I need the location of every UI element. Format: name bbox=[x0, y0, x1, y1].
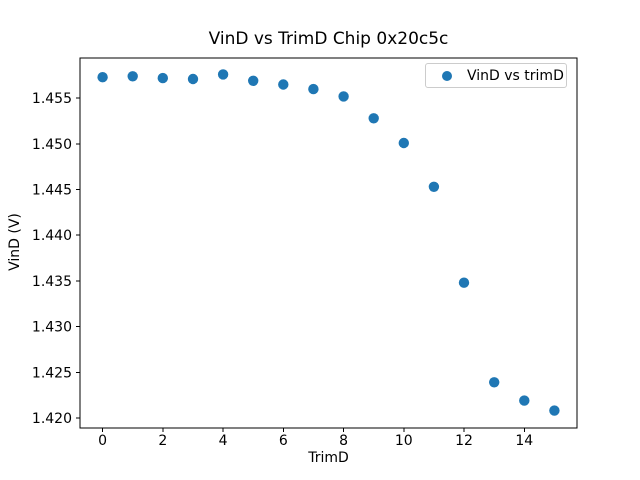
legend-label: VinD vs trimD bbox=[467, 67, 564, 84]
y-tick-label: 1.450 bbox=[32, 137, 72, 153]
x-axis-label: TrimD bbox=[308, 450, 349, 466]
data-point bbox=[157, 72, 168, 84]
x-tick-label: 8 bbox=[339, 433, 348, 449]
chart-title: VinD vs TrimD Chip 0x20c5c bbox=[208, 29, 449, 49]
legend: VinD vs trimD bbox=[425, 63, 567, 88]
y-tick-label: 1.435 bbox=[32, 274, 72, 290]
data-point bbox=[338, 91, 349, 102]
x-tick-label: 0 bbox=[98, 433, 107, 449]
x-tick-label: 6 bbox=[279, 433, 288, 449]
data-point bbox=[187, 73, 199, 85]
data-point bbox=[248, 75, 259, 87]
x-tick-label: 4 bbox=[219, 433, 228, 449]
data-point bbox=[549, 405, 560, 416]
y-tick-label: 1.440 bbox=[32, 228, 72, 244]
data-point bbox=[217, 69, 229, 80]
axes-frame bbox=[79, 57, 578, 429]
y-tick-label: 1.420 bbox=[32, 411, 72, 427]
y-tick-label: 1.445 bbox=[32, 183, 72, 199]
y-tick-label: 1.455 bbox=[32, 91, 72, 107]
data-point bbox=[398, 137, 409, 149]
y-tick-label: 1.430 bbox=[32, 320, 72, 336]
x-tick-label: 12 bbox=[455, 433, 473, 449]
y-tick-label: 1.425 bbox=[32, 365, 72, 381]
data-point bbox=[428, 181, 440, 192]
data-point bbox=[278, 79, 289, 90]
x-tick-label: 14 bbox=[515, 433, 533, 449]
scatter-marker-icon bbox=[442, 70, 452, 81]
data-point bbox=[368, 113, 379, 124]
x-tick-label: 10 bbox=[395, 433, 413, 449]
data-point bbox=[127, 71, 138, 82]
data-point bbox=[308, 83, 319, 95]
data-point bbox=[458, 277, 470, 288]
data-point bbox=[519, 395, 530, 406]
data-point bbox=[97, 72, 108, 83]
y-axis-label: VinD (V) bbox=[7, 213, 23, 271]
data-point bbox=[489, 377, 500, 388]
x-tick-label: 2 bbox=[158, 433, 167, 449]
